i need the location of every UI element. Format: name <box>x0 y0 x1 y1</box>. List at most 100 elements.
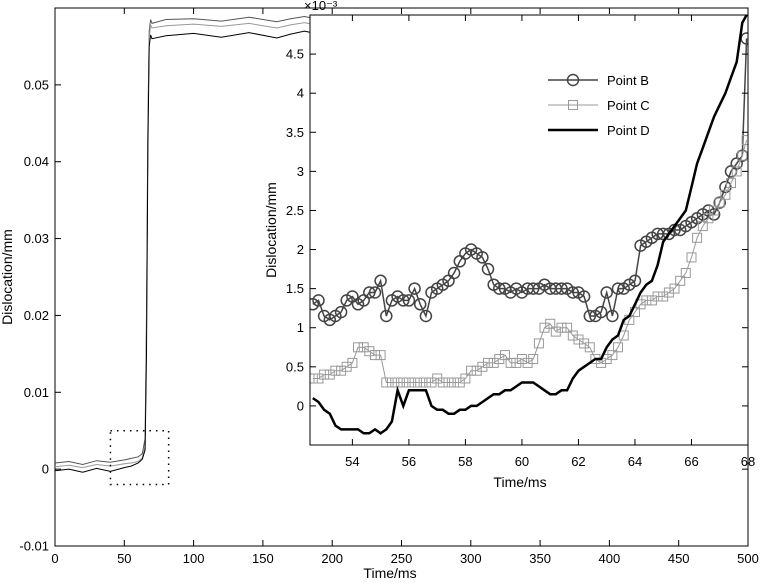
inset-point-point-c <box>579 338 590 349</box>
inset-point-point-c <box>415 377 426 388</box>
inset-point-point-c <box>737 150 748 161</box>
inset-point-point-b <box>526 282 540 295</box>
inset-point-point-b <box>447 266 461 280</box>
inset-x-tick-label: 60 <box>515 454 529 469</box>
inset-y-ticks: 0 0.5 1 1.5 2 2.5 3 3.5 4 4.5 <box>286 47 748 413</box>
main-x-tick-label: 300 <box>460 551 482 566</box>
inset-point-point-b <box>413 298 427 311</box>
inset-point-point-b <box>566 286 580 299</box>
inset-point-point-b <box>628 274 642 288</box>
inset-point-point-c <box>471 365 482 376</box>
main-x-tick-label: 450 <box>668 551 690 566</box>
inset-point-point-c <box>652 291 663 302</box>
main-x-tick-label: 200 <box>321 551 343 566</box>
inset-y-tick-label: 0 <box>297 398 304 413</box>
inset-y-tick-label: 3 <box>297 164 304 179</box>
main-x-tick-label: 350 <box>529 551 551 566</box>
inset-point-point-b <box>555 282 568 295</box>
inset-point-point-c <box>494 354 505 364</box>
inset-point-point-c <box>358 342 369 353</box>
inset-plot-frame <box>309 14 749 446</box>
inset-point-point-c <box>313 373 324 384</box>
inset-x-tick-label: 54 <box>345 454 359 469</box>
inset-point-point-b <box>368 286 382 299</box>
inset-point-point-c <box>669 283 680 294</box>
inset-x-tick-label: 66 <box>684 454 698 469</box>
inset-point-point-b <box>312 294 325 307</box>
inset-y-tick-label: 4.5 <box>286 47 304 62</box>
inset-y-tick-label: 2.5 <box>286 203 304 218</box>
main-y-ticks: -0.01 0 0.01 0.02 0.03 0.04 0.05 <box>19 77 748 554</box>
inset-point-point-c <box>573 334 584 345</box>
legend-marker-square <box>568 100 578 110</box>
inset-point-point-b <box>380 309 393 323</box>
main-y-tick-label: -0.01 <box>19 539 49 554</box>
inset-point-point-b <box>707 208 721 221</box>
legend-entry-point-b: Point B <box>548 73 649 88</box>
main-x-tick-label: 500 <box>737 551 759 566</box>
inset-point-point-c <box>319 369 330 380</box>
inset-y-tick-label: 0.5 <box>286 359 304 374</box>
inset-point-point-b <box>493 282 506 295</box>
inset-x-ticks: 54 56 58 60 62 64 66 68 <box>345 15 755 469</box>
main-y-tick-label: 0.02 <box>24 308 49 323</box>
inset-point-point-b <box>594 305 608 319</box>
inset-point-point-c <box>324 369 335 380</box>
main-series-group <box>54 15 312 473</box>
inset-series-clip <box>310 15 748 435</box>
legend-label-point-b: Point B <box>607 73 649 88</box>
inset-y-tick-label: 1.5 <box>286 281 304 296</box>
inset-point-point-c <box>556 322 567 333</box>
inset-series-line-point-d <box>312 15 748 435</box>
inset-x-tick-label: 62 <box>571 454 585 469</box>
inset-point-point-c <box>403 377 414 388</box>
inset-point-point-b <box>713 196 726 209</box>
main-y-tick-label: 0 <box>42 462 49 477</box>
inset-x-axis-label: Time/ms <box>493 474 546 490</box>
zoom-region-box <box>109 429 170 486</box>
inset-point-point-c <box>709 205 720 216</box>
inset-point-point-b <box>397 294 410 307</box>
inset-point-point-c <box>692 232 703 243</box>
inset-point-point-c <box>663 287 674 298</box>
inset-point-point-c <box>731 166 742 177</box>
inset-point-point-c <box>714 197 725 208</box>
main-x-tick-label: 100 <box>183 551 205 566</box>
inset-point-point-c <box>341 361 352 372</box>
legend-label-point-d: Point D <box>607 123 650 138</box>
inset-point-point-c <box>347 357 358 368</box>
inset-point-point-c <box>330 365 341 376</box>
inset-point-point-b <box>363 286 376 299</box>
inset-point-point-b <box>334 305 348 319</box>
inset-point-point-b <box>419 309 433 323</box>
inset-point-point-c <box>386 377 397 388</box>
main-plot: 0 50 100 150 200 250 300 350 400 450 500 -0.0100.0… <box>0 7 759 581</box>
inset-x-tick-label: 58 <box>458 454 472 469</box>
inset-point-point-b <box>600 286 613 299</box>
inset-y-tick-label: 2 <box>297 242 304 257</box>
inset-point-point-b <box>606 309 619 323</box>
inset-point-point-c <box>310 373 318 384</box>
inset-point-point-c <box>726 178 736 189</box>
inset-point-point-c <box>370 350 380 361</box>
inset-point-point-c <box>381 377 392 388</box>
inset-point-point-c <box>437 377 448 388</box>
main-x-tick-label: 0 <box>51 551 58 566</box>
inset-legend: Point B Point C Point D <box>548 73 650 138</box>
inset-point-point-c <box>375 350 386 361</box>
legend-marker-circle <box>566 73 580 87</box>
inset-point-point-c <box>675 275 686 286</box>
legend-entry-point-c: Point C <box>548 98 650 113</box>
inset-point-point-b <box>374 274 387 288</box>
inset-point-point-c <box>528 354 539 364</box>
main-x-tick-label: 400 <box>599 551 621 566</box>
inset-point-point-c <box>539 322 550 333</box>
inset-point-point-c <box>646 295 657 306</box>
inset-point-point-c <box>500 350 510 361</box>
inset-point-point-c <box>364 346 375 357</box>
inset-point-point-b <box>719 180 732 194</box>
inset-point-point-c <box>680 268 691 278</box>
inset-y-tick-label: 1 <box>297 320 304 335</box>
main-y-tick-label: 0.04 <box>24 154 49 169</box>
